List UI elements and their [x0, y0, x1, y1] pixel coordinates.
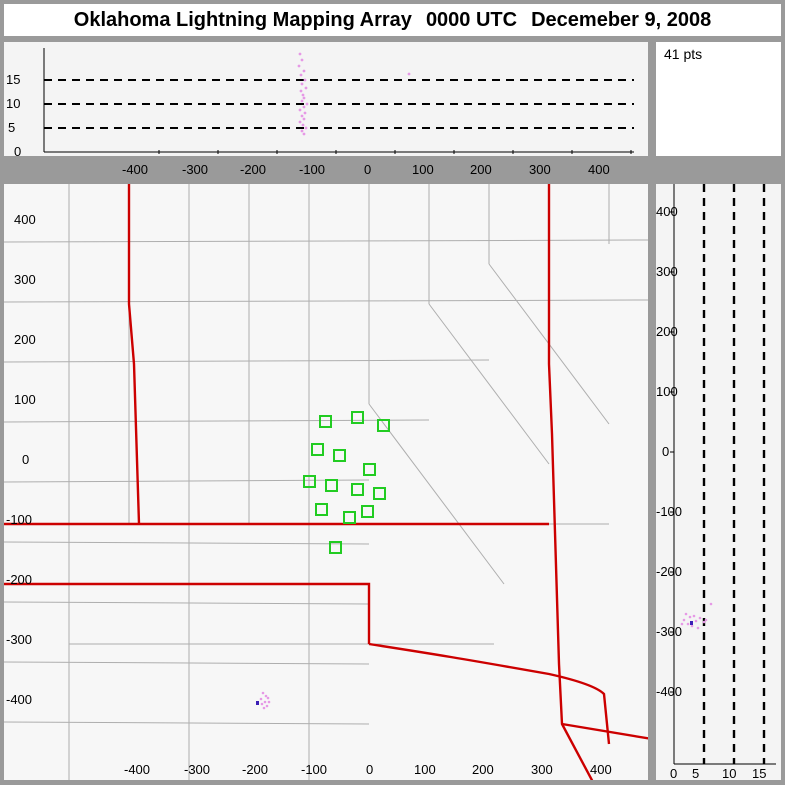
top-chart-ylabel-5: 5	[8, 120, 15, 135]
lightning-map[interactable]: 400 300 200 100 0 -100 -200 -300 -400 -4…	[2, 182, 650, 782]
lightning-markers[interactable]	[304, 412, 389, 553]
altitude-profile-panel: 400 300 200 100 0 -100 -200 -300 -400 0 …	[654, 182, 783, 782]
app-window: Oklahoma Lightning Mapping Array 0000 UT…	[0, 0, 785, 785]
points-count-label: 41 pts	[664, 46, 702, 62]
top-chart-ylabel-15: 15	[6, 72, 20, 87]
x-axis-divider-right	[654, 160, 783, 180]
map-scatter-points	[260, 692, 271, 710]
top-chart-scatter-points	[298, 53, 411, 136]
map-scatter-dark-point	[256, 701, 259, 705]
x-axis-divider: -400 -300 -200 -100 0 100 200 300 400	[2, 160, 650, 180]
right-panel-scatter-points	[681, 603, 713, 630]
app-title: Oklahoma Lightning Mapping Array	[74, 9, 412, 32]
right-panel-scatter-dark-point	[690, 621, 693, 625]
right-panel-yticks	[670, 212, 674, 692]
title-date: Decemeber 9, 2008	[531, 9, 711, 32]
points-count-panel: 41 pts	[654, 40, 783, 158]
title-time: 0000 UTC	[426, 9, 517, 32]
top-chart-ylabel-10: 10	[6, 96, 20, 111]
title-bar: Oklahoma Lightning Mapping Array 0000 UT…	[2, 2, 783, 38]
top-altitude-chart: 0 5 10 15	[2, 40, 650, 158]
top-chart-ylabel-0: 0	[14, 144, 21, 159]
